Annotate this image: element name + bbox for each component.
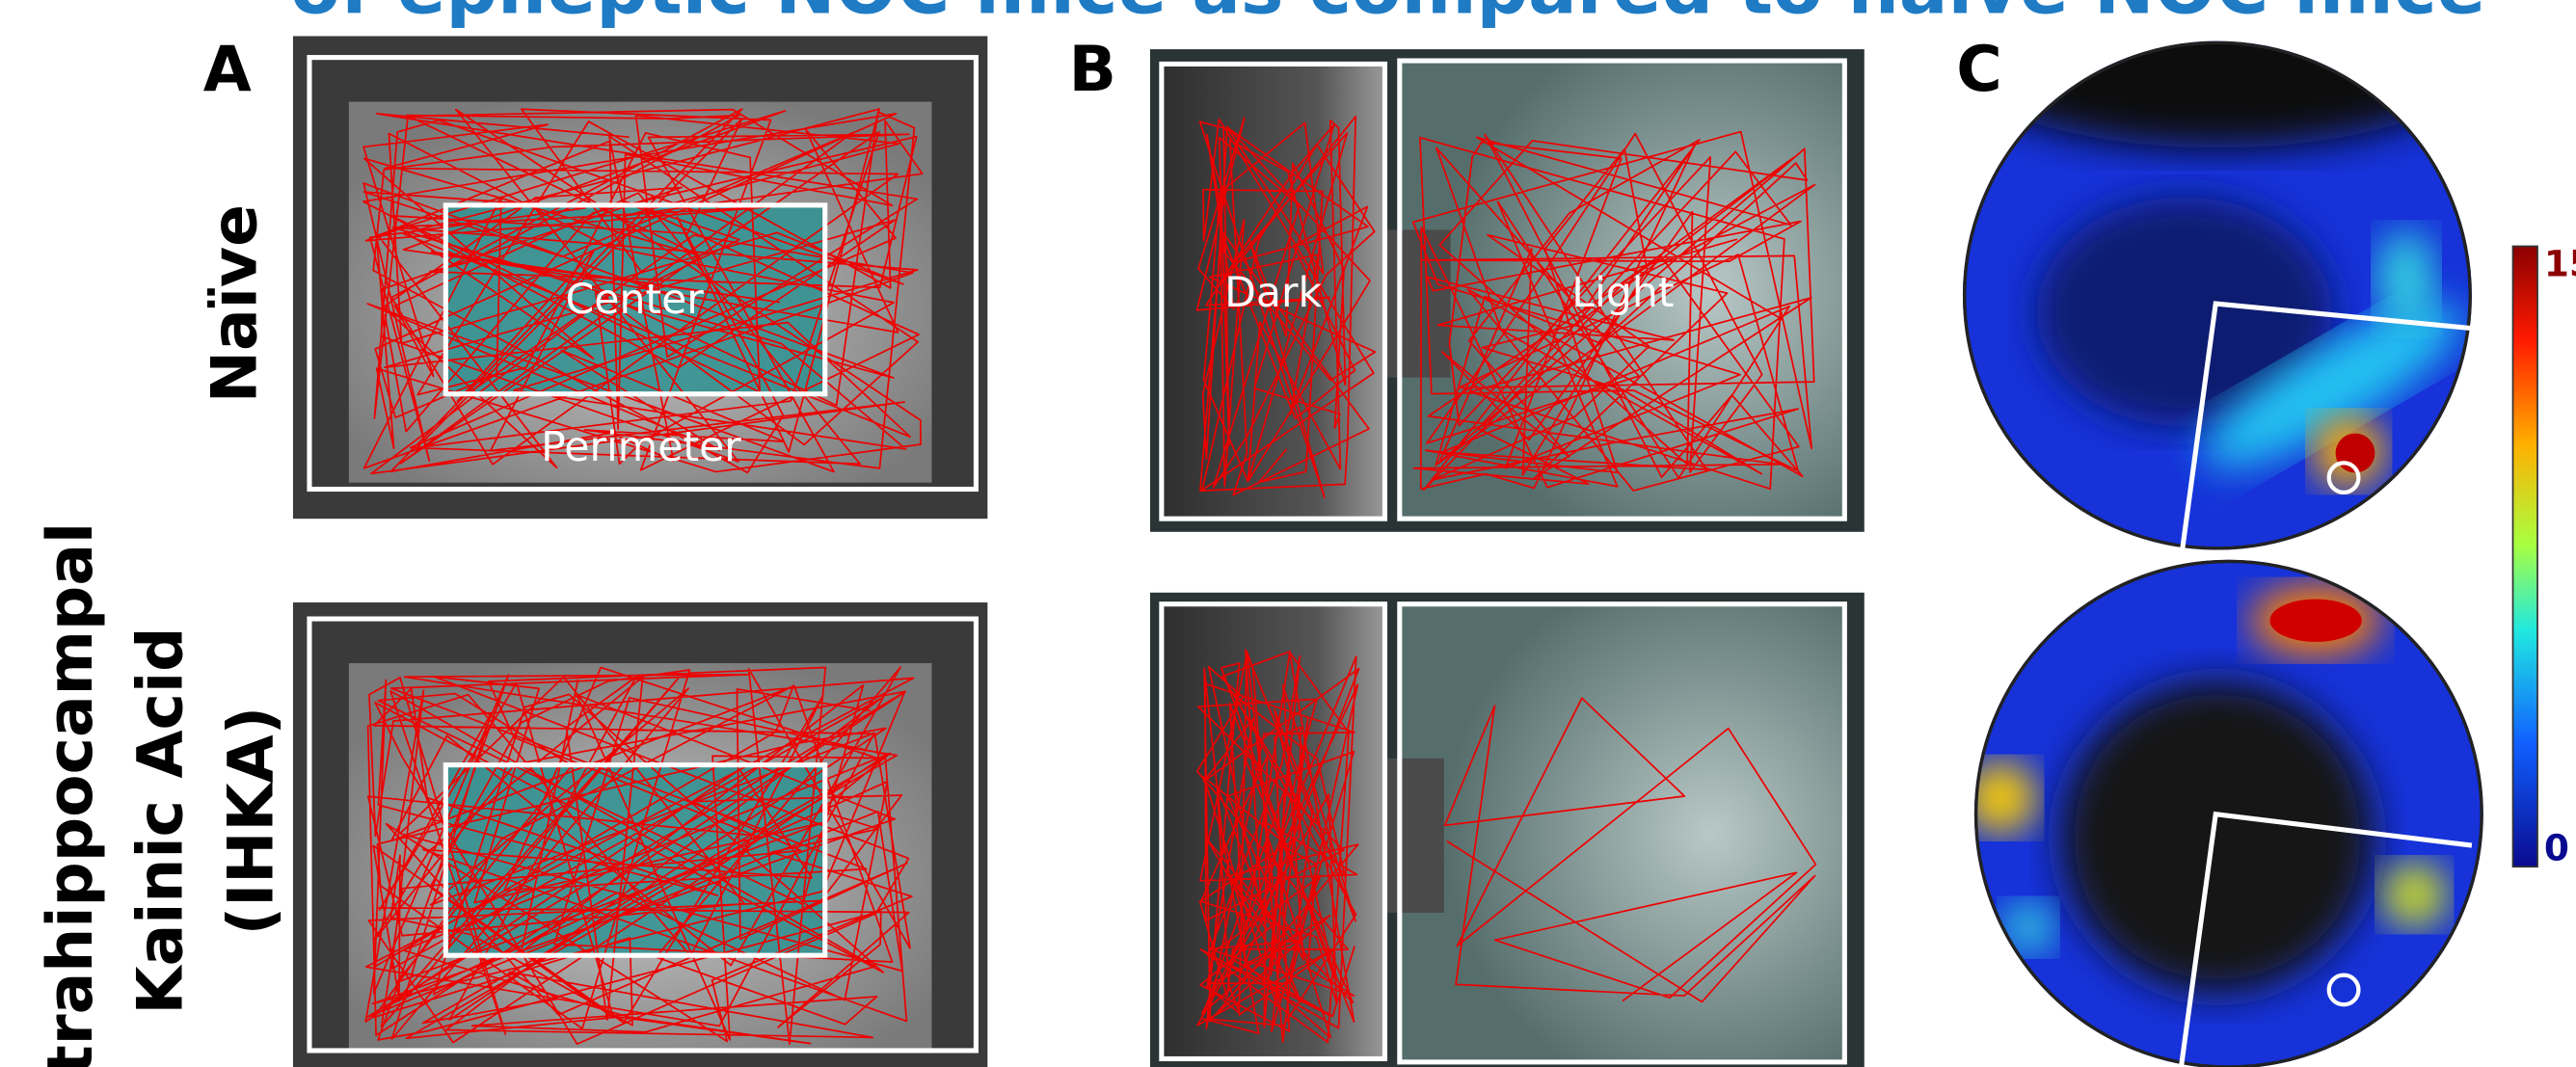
page: {"header":{"title":"of epileptic NOC mic… [0,0,2576,1067]
colorbar-label: 0 [2544,827,2569,869]
title: of epileptic NOC mice as compared to naï… [290,0,2485,31]
panel-label: B [1069,34,1116,106]
heatmap-ihka [1965,560,2483,1067]
zone-label: Perimeter [541,423,741,471]
light-dark-ihka [1150,593,1865,1067]
zone-label: Light [1571,269,1674,317]
panel-label: A [203,34,252,106]
colorbar-label: 15 [2544,242,2576,284]
panel-label: C [1956,34,2002,106]
row-label: ntrahippocampal [35,522,107,1067]
figure: of epileptic NOC mice as compared to naï… [0,0,2576,1067]
row-label: Kainic Acid [125,627,198,1015]
zone-label: Center [566,276,705,324]
heatmap-naive [1921,0,2512,558]
zone-label: Dark [1224,269,1322,317]
colorbar [2512,246,2537,867]
row-label: Naïve [199,204,271,403]
row-label: (IHKA) [215,707,287,936]
open-field-ihka [293,602,987,1067]
